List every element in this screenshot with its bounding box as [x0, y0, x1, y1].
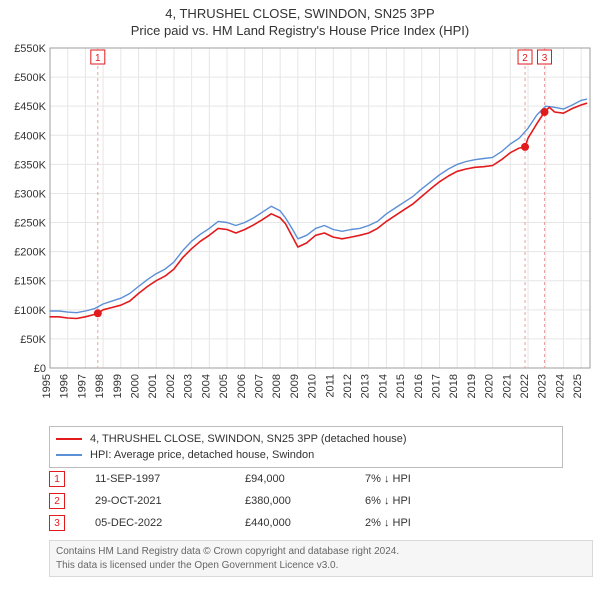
legend-item-hpi: HPI: Average price, detached house, Swin…: [56, 447, 556, 463]
svg-text:2012: 2012: [342, 374, 354, 398]
svg-text:£400K: £400K: [14, 130, 46, 142]
svg-text:2014: 2014: [377, 374, 389, 398]
svg-text:£250K: £250K: [14, 218, 46, 230]
svg-text:2015: 2015: [395, 374, 407, 398]
markers-table: 1 11-SEP-1997 £94,000 7% ↓ HPI 2 29-OCT-…: [49, 468, 549, 534]
svg-text:£150K: £150K: [14, 276, 46, 288]
svg-text:2003: 2003: [183, 374, 195, 398]
svg-text:£100K: £100K: [14, 305, 46, 317]
legend-label: HPI: Average price, detached house, Swin…: [90, 449, 314, 461]
svg-text:3: 3: [542, 53, 548, 64]
marker-price: £440,000: [245, 517, 365, 529]
svg-text:2025: 2025: [572, 374, 584, 398]
marker-date: 11-SEP-1997: [95, 473, 245, 485]
svg-text:2020: 2020: [484, 374, 496, 398]
attribution-footer: Contains HM Land Registry data © Crown c…: [49, 540, 593, 577]
svg-text:£350K: £350K: [14, 159, 46, 171]
svg-text:2000: 2000: [130, 374, 142, 398]
marker-badge-2: 2: [49, 493, 65, 509]
svg-text:£200K: £200K: [14, 247, 46, 259]
legend-label: 4, THRUSHEL CLOSE, SWINDON, SN25 3PP (de…: [90, 433, 406, 445]
svg-text:2: 2: [522, 53, 528, 64]
svg-text:2013: 2013: [360, 374, 372, 398]
marker-row-2: 2 29-OCT-2021 £380,000 6% ↓ HPI: [49, 490, 549, 512]
svg-text:£0: £0: [34, 363, 46, 375]
svg-text:2002: 2002: [165, 374, 177, 398]
chart-title: 4, THRUSHEL CLOSE, SWINDON, SN25 3PP: [0, 0, 600, 21]
svg-text:2016: 2016: [413, 374, 425, 398]
footer-line-2: This data is licensed under the Open Gov…: [56, 559, 586, 573]
marker-delta: 2% ↓ HPI: [365, 517, 485, 529]
svg-text:1996: 1996: [59, 374, 71, 398]
marker-price: £380,000: [245, 495, 365, 507]
legend-swatch: [56, 438, 82, 440]
legend-swatch: [56, 454, 82, 456]
svg-text:2004: 2004: [200, 374, 212, 398]
svg-text:2022: 2022: [519, 374, 531, 398]
svg-text:£550K: £550K: [14, 43, 46, 55]
footer-line-1: Contains HM Land Registry data © Crown c…: [56, 545, 586, 559]
svg-text:£450K: £450K: [14, 101, 46, 113]
chart-subtitle: Price paid vs. HM Land Registry's House …: [0, 21, 600, 42]
svg-text:2001: 2001: [147, 374, 159, 398]
svg-text:2018: 2018: [448, 374, 460, 398]
svg-text:2005: 2005: [218, 374, 230, 398]
svg-text:2011: 2011: [324, 374, 336, 398]
line-chart-svg: £0 £50K £100K £150K £200K £250K £300K £350K £400…: [8, 42, 594, 420]
marker-date: 05-DEC-2022: [95, 517, 245, 529]
marker-badge-1: 1: [49, 471, 65, 487]
svg-text:2008: 2008: [271, 374, 283, 398]
svg-text:2007: 2007: [253, 374, 265, 398]
svg-text:2017: 2017: [431, 374, 443, 398]
svg-text:£50K: £50K: [20, 334, 46, 346]
svg-text:2006: 2006: [236, 374, 248, 398]
svg-text:2021: 2021: [501, 374, 513, 398]
svg-text:1999: 1999: [112, 374, 124, 398]
svg-text:1998: 1998: [94, 374, 106, 398]
svg-text:2019: 2019: [466, 374, 478, 398]
marker-price: £94,000: [245, 473, 365, 485]
svg-text:1997: 1997: [76, 374, 88, 398]
legend-item-price-paid: 4, THRUSHEL CLOSE, SWINDON, SN25 3PP (de…: [56, 431, 556, 447]
svg-text:2010: 2010: [307, 374, 319, 398]
svg-text:1: 1: [95, 53, 101, 64]
svg-text:2024: 2024: [554, 374, 566, 398]
marker-date: 29-OCT-2021: [95, 495, 245, 507]
marker-row-3: 3 05-DEC-2022 £440,000 2% ↓ HPI: [49, 512, 549, 534]
svg-text:£300K: £300K: [14, 188, 46, 200]
svg-text:£500K: £500K: [14, 72, 46, 84]
svg-text:1995: 1995: [41, 374, 53, 398]
figure-container: 4, THRUSHEL CLOSE, SWINDON, SN25 3PP Pri…: [0, 0, 600, 590]
svg-text:2009: 2009: [289, 374, 301, 398]
chart-area: £0 £50K £100K £150K £200K £250K £300K £350K £400…: [8, 42, 594, 420]
marker-row-1: 1 11-SEP-1997 £94,000 7% ↓ HPI: [49, 468, 549, 490]
marker-delta: 6% ↓ HPI: [365, 495, 485, 507]
svg-text:2023: 2023: [537, 374, 549, 398]
marker-badge-3: 3: [49, 515, 65, 531]
legend: 4, THRUSHEL CLOSE, SWINDON, SN25 3PP (de…: [49, 426, 563, 468]
marker-delta: 7% ↓ HPI: [365, 473, 485, 485]
